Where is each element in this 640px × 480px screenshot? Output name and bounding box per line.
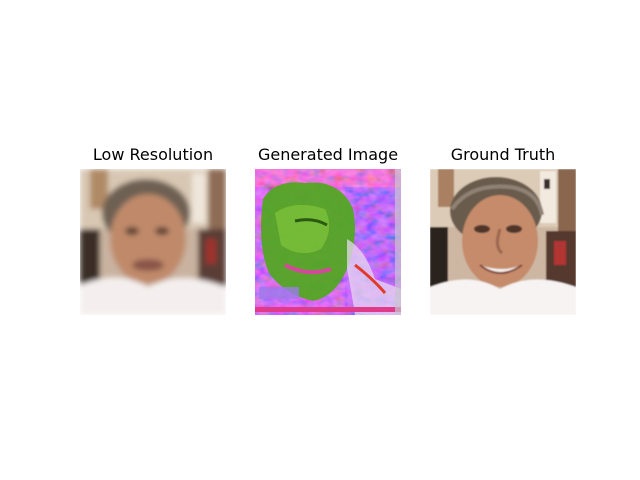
ground-truth-title: Ground Truth [450,145,556,164]
low-resolution-image [80,169,226,315]
low-resolution-title: Low Resolution [92,145,214,164]
generated-image-title: Generated Image [257,145,399,164]
ground-truth-image [430,169,576,315]
generated-image [255,169,401,315]
